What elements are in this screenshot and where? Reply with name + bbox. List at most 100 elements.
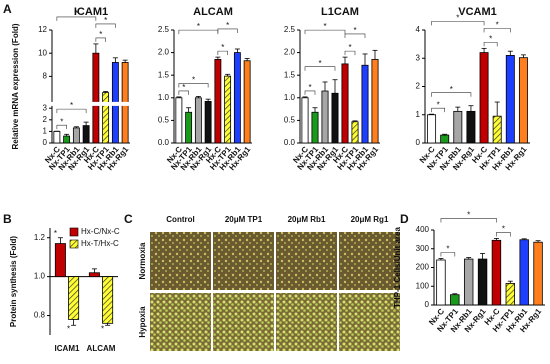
bar [463, 258, 474, 306]
error-bar [186, 107, 192, 113]
y-tick-label: 4 [416, 25, 421, 34]
error-bar [342, 56, 348, 64]
y-tick-label: 3 [43, 103, 48, 112]
bar [68, 276, 80, 320]
micrograph [213, 293, 274, 351]
chart-title: VCAM1 [458, 6, 497, 18]
bar [331, 92, 339, 144]
error-bar [507, 280, 513, 284]
error-bar [91, 268, 97, 273]
panel-label: B [3, 212, 12, 226]
row-label: Hypoxia [138, 306, 147, 338]
significance: * [496, 20, 499, 29]
error-bar [493, 238, 499, 241]
bar [88, 272, 100, 278]
bar [72, 127, 80, 144]
error-bar [215, 56, 221, 60]
significance-bracket [431, 107, 445, 113]
significance-bracket [483, 42, 498, 47]
y-tick-label: 3 [416, 53, 421, 62]
bar [450, 294, 460, 306]
column-label: Control [166, 215, 194, 224]
error-bar [438, 258, 444, 260]
x-tick-label: ICAM1 [55, 344, 80, 353]
y-tick-label: 300 [416, 244, 430, 253]
significance-bracket [304, 66, 336, 71]
significance: * [353, 26, 356, 35]
micrograph [276, 293, 337, 351]
significance-bracket [56, 124, 67, 130]
y-tick-label: 1 [416, 110, 421, 119]
y-tick-label: 12 [38, 25, 47, 34]
y-tick-label: 0.0 [158, 138, 170, 147]
bar [185, 111, 193, 144]
significance: * [182, 83, 185, 92]
bar [453, 110, 463, 144]
legend-swatch [69, 239, 79, 249]
bar [361, 64, 369, 144]
bar [311, 111, 319, 144]
significance: * [60, 117, 63, 126]
error-bar [122, 59, 128, 63]
bar [175, 97, 183, 144]
panel-label: D [400, 212, 409, 226]
y-tick-label: 0.5 [158, 116, 170, 125]
significance: * [502, 225, 505, 234]
error-bar [535, 240, 541, 243]
y-tick-label: 1.0 [34, 272, 46, 281]
significance: * [323, 22, 326, 31]
bar [519, 239, 529, 306]
significance-bracket [483, 28, 511, 33]
y-tick-label: 1.2 [34, 233, 46, 242]
bar [466, 110, 476, 144]
significance-bracket [178, 90, 189, 95]
bar [518, 57, 528, 144]
significance-bracket [344, 33, 366, 38]
y-tick-label: 8 [43, 71, 48, 80]
error-bar [83, 121, 89, 126]
significance-bracket [440, 252, 456, 257]
significance-bracket [496, 232, 511, 237]
error-bar [176, 96, 182, 98]
y-tick-label: 0 [43, 138, 48, 147]
y-tick-label: 1.0 [158, 93, 170, 102]
chart-title: L1CAM [321, 6, 359, 18]
bar [436, 259, 446, 306]
micrograph [150, 232, 211, 290]
significance: * [446, 245, 449, 254]
legend-label: Hx-T/Hx-C [81, 239, 119, 248]
legend-swatch [69, 227, 79, 237]
micrograph [339, 293, 400, 351]
significance: * [226, 21, 229, 30]
error-bar [521, 238, 527, 240]
error-bar [362, 53, 368, 66]
column-label: 20μM Rb1 [288, 215, 326, 224]
y-tick-label: 1.5 [158, 70, 170, 79]
error-bar [452, 293, 458, 295]
bar [533, 241, 543, 306]
y-axis-label: Relative mRNA expression (Fold) [11, 23, 20, 149]
y-tick-label: 2.5 [158, 25, 170, 34]
bar [53, 131, 61, 144]
panel-label: A [3, 2, 12, 16]
significance-bracket [178, 83, 209, 88]
bar [243, 60, 251, 144]
y-tick-label: 0.0 [284, 138, 296, 147]
significance: * [104, 16, 107, 25]
row-label: Normoxia [138, 242, 147, 279]
error-bar [442, 133, 448, 136]
bar [194, 97, 202, 144]
significance: * [308, 83, 311, 92]
x-tick-label: ALCAM [87, 344, 116, 353]
y-tick-label: 1.5 [284, 70, 296, 79]
bar [214, 58, 222, 144]
bar [224, 75, 232, 144]
y-tick-label: 0.8 [34, 311, 46, 320]
error-bar [244, 58, 250, 61]
significance: * [348, 43, 351, 52]
error-bar [112, 57, 118, 63]
y-tick-label: 1.0 [284, 93, 296, 102]
error-bar [372, 49, 378, 60]
significance: * [75, 9, 78, 18]
